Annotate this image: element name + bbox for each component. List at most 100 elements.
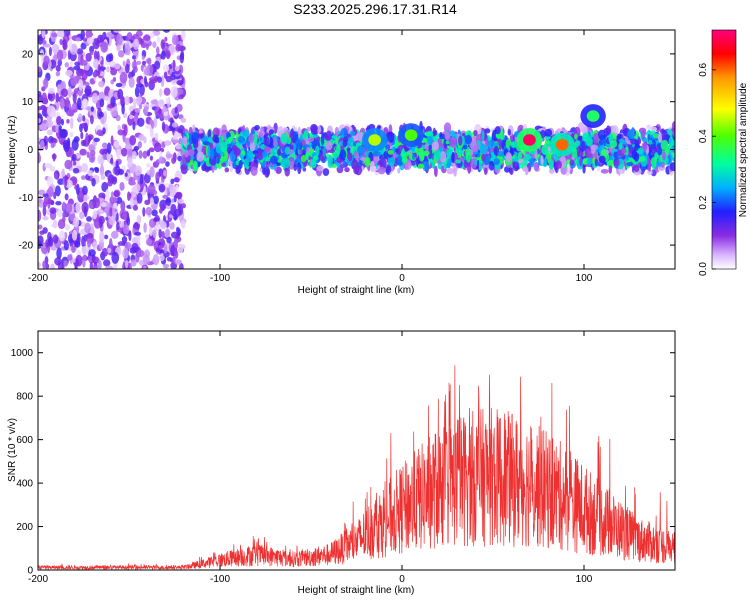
heatmap-cell: [451, 151, 455, 164]
heatmap-cell: [184, 149, 189, 158]
heatmap-cell: [162, 170, 167, 177]
heatmap-cell: [121, 236, 128, 243]
heatmap-cell: [58, 230, 66, 242]
heatmap-cell: [101, 181, 109, 193]
heatmap-cell: [180, 164, 188, 171]
heatmap-cell: [293, 164, 298, 172]
heatmap-cell: [126, 216, 131, 226]
heatmap-cell: [355, 132, 364, 142]
heatmap-cell: [180, 117, 187, 123]
heatmap-cell: [155, 220, 160, 231]
heatmap-cell: [320, 134, 325, 146]
heatmap-cell: [646, 124, 652, 130]
heatmap-cell: [74, 184, 78, 190]
heatmap-cell: [412, 153, 416, 160]
heatmap-cell: [62, 139, 71, 150]
heatmap-cell: [38, 224, 43, 230]
heatmap-cell: [462, 144, 468, 150]
heatmap-cell: [63, 240, 69, 251]
heatmap-cell: [134, 112, 139, 119]
heatmap-cell: [160, 50, 166, 60]
heatmap-cell: [427, 147, 433, 160]
heatmap-cell: [80, 131, 84, 140]
heatmap-cell: [357, 145, 366, 155]
heatmap-cell: [543, 158, 547, 167]
heatmap-cell: [42, 215, 49, 221]
heatmap-cell: [92, 241, 98, 250]
heatmap-cell: [39, 139, 45, 150]
heatmap-cell: [229, 163, 233, 173]
heatmap-cell: [145, 238, 152, 246]
heatmap-cell: [50, 263, 55, 269]
heatmap-cell: [132, 121, 136, 131]
heatmap-cell: [116, 33, 123, 46]
heatmap-cell: [220, 141, 228, 153]
heatmap-cell: [56, 115, 62, 126]
heatmap-cell: [166, 153, 174, 159]
heatmap-cell: [180, 30, 186, 41]
heatmap-cell: [38, 151, 41, 163]
heatmap-cell: [297, 162, 302, 175]
heatmap-cell: [210, 148, 215, 160]
heatmap-cell: [86, 238, 92, 248]
heatmap-cell: [141, 55, 145, 61]
heatmap-cell: [146, 65, 150, 76]
heatmap-cell: [84, 88, 91, 95]
heatmap-cell: [288, 156, 295, 162]
heatmap-cell: [81, 201, 89, 214]
heatmap-cell: [464, 134, 472, 145]
heatmap-cell: [143, 105, 149, 116]
heatmap-cell: [264, 146, 271, 152]
heatmap-cell: [62, 215, 66, 223]
heatmap-cell: [136, 214, 142, 224]
heatmap-cell: [150, 99, 159, 105]
heatmap-cell: [38, 118, 42, 124]
heatmap-cell: [49, 207, 57, 214]
heatmap-cell: [161, 204, 165, 212]
heatmap-cell: [131, 151, 137, 160]
heatmap-cell: [182, 136, 188, 147]
spectrogram-ytick-label: 10: [22, 97, 34, 108]
heatmap-cell: [592, 133, 599, 144]
heatmap-cell: [650, 156, 658, 167]
heatmap-cell: [81, 122, 87, 129]
heatmap-cell: [555, 160, 562, 169]
heatmap-cell: [132, 33, 139, 40]
heatmap-cell: [59, 82, 65, 90]
heatmap-cell: [52, 153, 56, 162]
heatmap-cell: [103, 234, 109, 240]
heatmap-cell: [178, 114, 184, 120]
heatmap-cell: [74, 61, 81, 66]
heatmap-cell: [112, 111, 119, 116]
heatmap-cell: [129, 135, 137, 146]
heatmap-cell: [149, 131, 155, 139]
heatmap-cell: [191, 131, 199, 144]
heatmap-cell: [56, 49, 64, 61]
heatmap-cell: [134, 231, 142, 236]
heatmap-cell: [63, 260, 68, 267]
heatmap-cell: [446, 148, 454, 156]
heatmap-cell: [310, 159, 317, 169]
heatmap-cell: [243, 158, 249, 169]
heatmap-cell: [93, 50, 98, 61]
heatmap-cell: [273, 122, 278, 134]
heatmap-cell: [661, 129, 668, 142]
heatmap-cell: [111, 230, 119, 239]
heatmap-cell: [268, 129, 275, 135]
heatmap-cell: [148, 225, 153, 237]
heatmap-cell: [445, 140, 450, 145]
heatmap-cell: [491, 142, 499, 147]
heatmap-cell: [517, 151, 523, 161]
heatmap-cell: [38, 66, 42, 73]
heatmap-cell: [76, 249, 82, 256]
heatmap-cell: [82, 115, 86, 122]
heatmap-cell: [372, 150, 380, 157]
heatmap-cell: [134, 107, 141, 113]
heatmap-cell: [73, 216, 80, 228]
spectrogram-ylabel: Frequency (Hz): [7, 116, 18, 185]
heatmap-cell: [224, 167, 230, 173]
heatmap-cell: [171, 34, 179, 46]
